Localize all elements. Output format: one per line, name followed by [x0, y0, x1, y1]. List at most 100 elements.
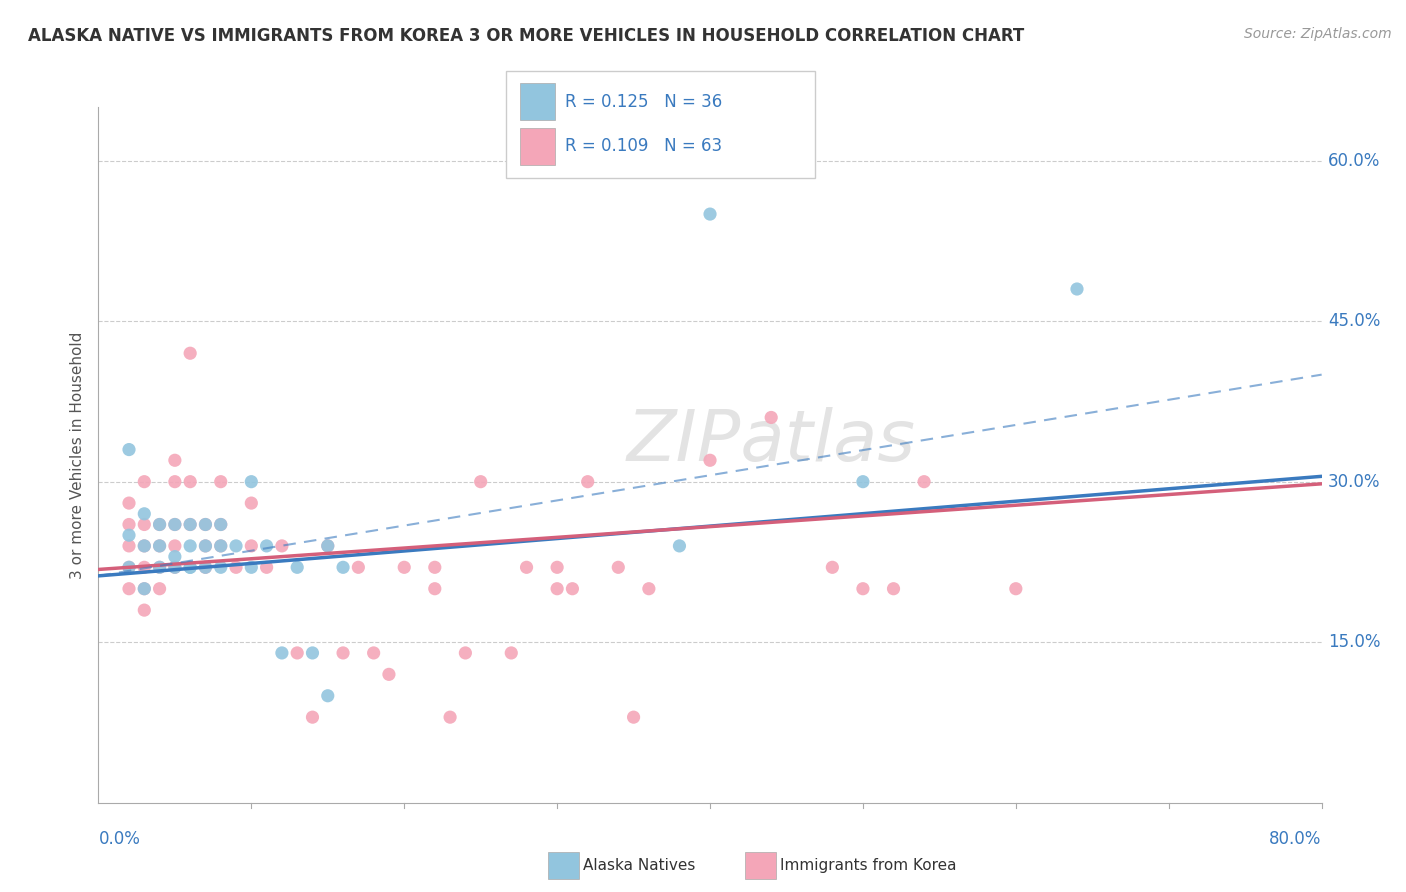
Point: [240, 539, 263, 553]
Point: [316, 689, 339, 703]
Point: [637, 582, 661, 596]
Point: [699, 207, 721, 221]
Point: [501, 646, 523, 660]
Point: [240, 496, 263, 510]
Point: [194, 560, 217, 574]
Point: [118, 582, 141, 596]
Text: Source: ZipAtlas.com: Source: ZipAtlas.com: [1244, 27, 1392, 41]
Point: [423, 560, 446, 574]
Point: [1004, 582, 1026, 596]
Point: [209, 517, 232, 532]
Text: 45.0%: 45.0%: [1327, 312, 1381, 330]
Point: [118, 560, 141, 574]
Point: [163, 517, 186, 532]
Point: [1066, 282, 1088, 296]
Point: [454, 646, 477, 660]
Point: [209, 539, 232, 553]
Point: [134, 560, 156, 574]
Point: [392, 560, 416, 574]
Point: [270, 646, 292, 660]
Point: [516, 560, 538, 574]
Point: [163, 549, 186, 564]
Point: [179, 346, 201, 360]
Text: Immigrants from Korea: Immigrants from Korea: [780, 858, 957, 872]
Point: [134, 539, 156, 553]
Point: [163, 539, 186, 553]
Point: [194, 517, 217, 532]
Point: [118, 442, 141, 457]
Point: [194, 539, 217, 553]
Text: ZIPatlas: ZIPatlas: [627, 407, 915, 475]
Point: [576, 475, 599, 489]
Point: [134, 603, 156, 617]
Text: R = 0.109   N = 63: R = 0.109 N = 63: [565, 137, 723, 155]
Point: [194, 560, 217, 574]
Text: 30.0%: 30.0%: [1327, 473, 1381, 491]
Point: [209, 517, 232, 532]
Point: [149, 560, 172, 574]
Point: [332, 560, 354, 574]
Point: [179, 517, 201, 532]
Point: [316, 539, 339, 553]
Point: [163, 517, 186, 532]
Point: [546, 560, 568, 574]
Point: [546, 582, 568, 596]
Point: [134, 582, 156, 596]
Point: [209, 560, 232, 574]
Point: [699, 453, 721, 467]
Point: [149, 560, 172, 574]
Point: [149, 582, 172, 596]
Y-axis label: 3 or more Vehicles in Household: 3 or more Vehicles in Household: [69, 331, 84, 579]
Point: [668, 539, 690, 553]
Point: [134, 539, 156, 553]
Point: [225, 539, 247, 553]
Point: [179, 475, 201, 489]
Text: Alaska Natives: Alaska Natives: [583, 858, 696, 872]
Point: [163, 560, 186, 574]
Point: [256, 539, 278, 553]
Point: [821, 560, 844, 574]
Point: [470, 475, 492, 489]
Point: [118, 496, 141, 510]
Point: [439, 710, 461, 724]
Text: 60.0%: 60.0%: [1327, 152, 1381, 169]
Point: [134, 475, 156, 489]
Point: [179, 560, 201, 574]
Point: [194, 517, 217, 532]
Point: [561, 582, 583, 596]
Point: [134, 507, 156, 521]
Text: ALASKA NATIVE VS IMMIGRANTS FROM KOREA 3 OR MORE VEHICLES IN HOUSEHOLD CORRELATI: ALASKA NATIVE VS IMMIGRANTS FROM KOREA 3…: [28, 27, 1025, 45]
Point: [378, 667, 401, 681]
Point: [149, 539, 172, 553]
Point: [363, 646, 385, 660]
Text: R = 0.125   N = 36: R = 0.125 N = 36: [565, 93, 723, 111]
Point: [912, 475, 935, 489]
Point: [240, 475, 263, 489]
Text: 0.0%: 0.0%: [98, 830, 141, 847]
Point: [285, 560, 308, 574]
Point: [149, 517, 172, 532]
Point: [285, 646, 308, 660]
Point: [256, 560, 278, 574]
Point: [134, 517, 156, 532]
Point: [118, 539, 141, 553]
Point: [607, 560, 630, 574]
Point: [118, 560, 141, 574]
Point: [194, 539, 217, 553]
Point: [332, 646, 354, 660]
Point: [301, 710, 323, 724]
Point: [623, 710, 645, 724]
Point: [240, 560, 263, 574]
Point: [163, 475, 186, 489]
Point: [852, 475, 875, 489]
Point: [301, 646, 323, 660]
Point: [209, 475, 232, 489]
Point: [179, 517, 201, 532]
Text: 80.0%: 80.0%: [1270, 830, 1322, 847]
Point: [759, 410, 782, 425]
Point: [134, 582, 156, 596]
Point: [163, 453, 186, 467]
Point: [209, 539, 232, 553]
Point: [883, 582, 905, 596]
Point: [179, 560, 201, 574]
